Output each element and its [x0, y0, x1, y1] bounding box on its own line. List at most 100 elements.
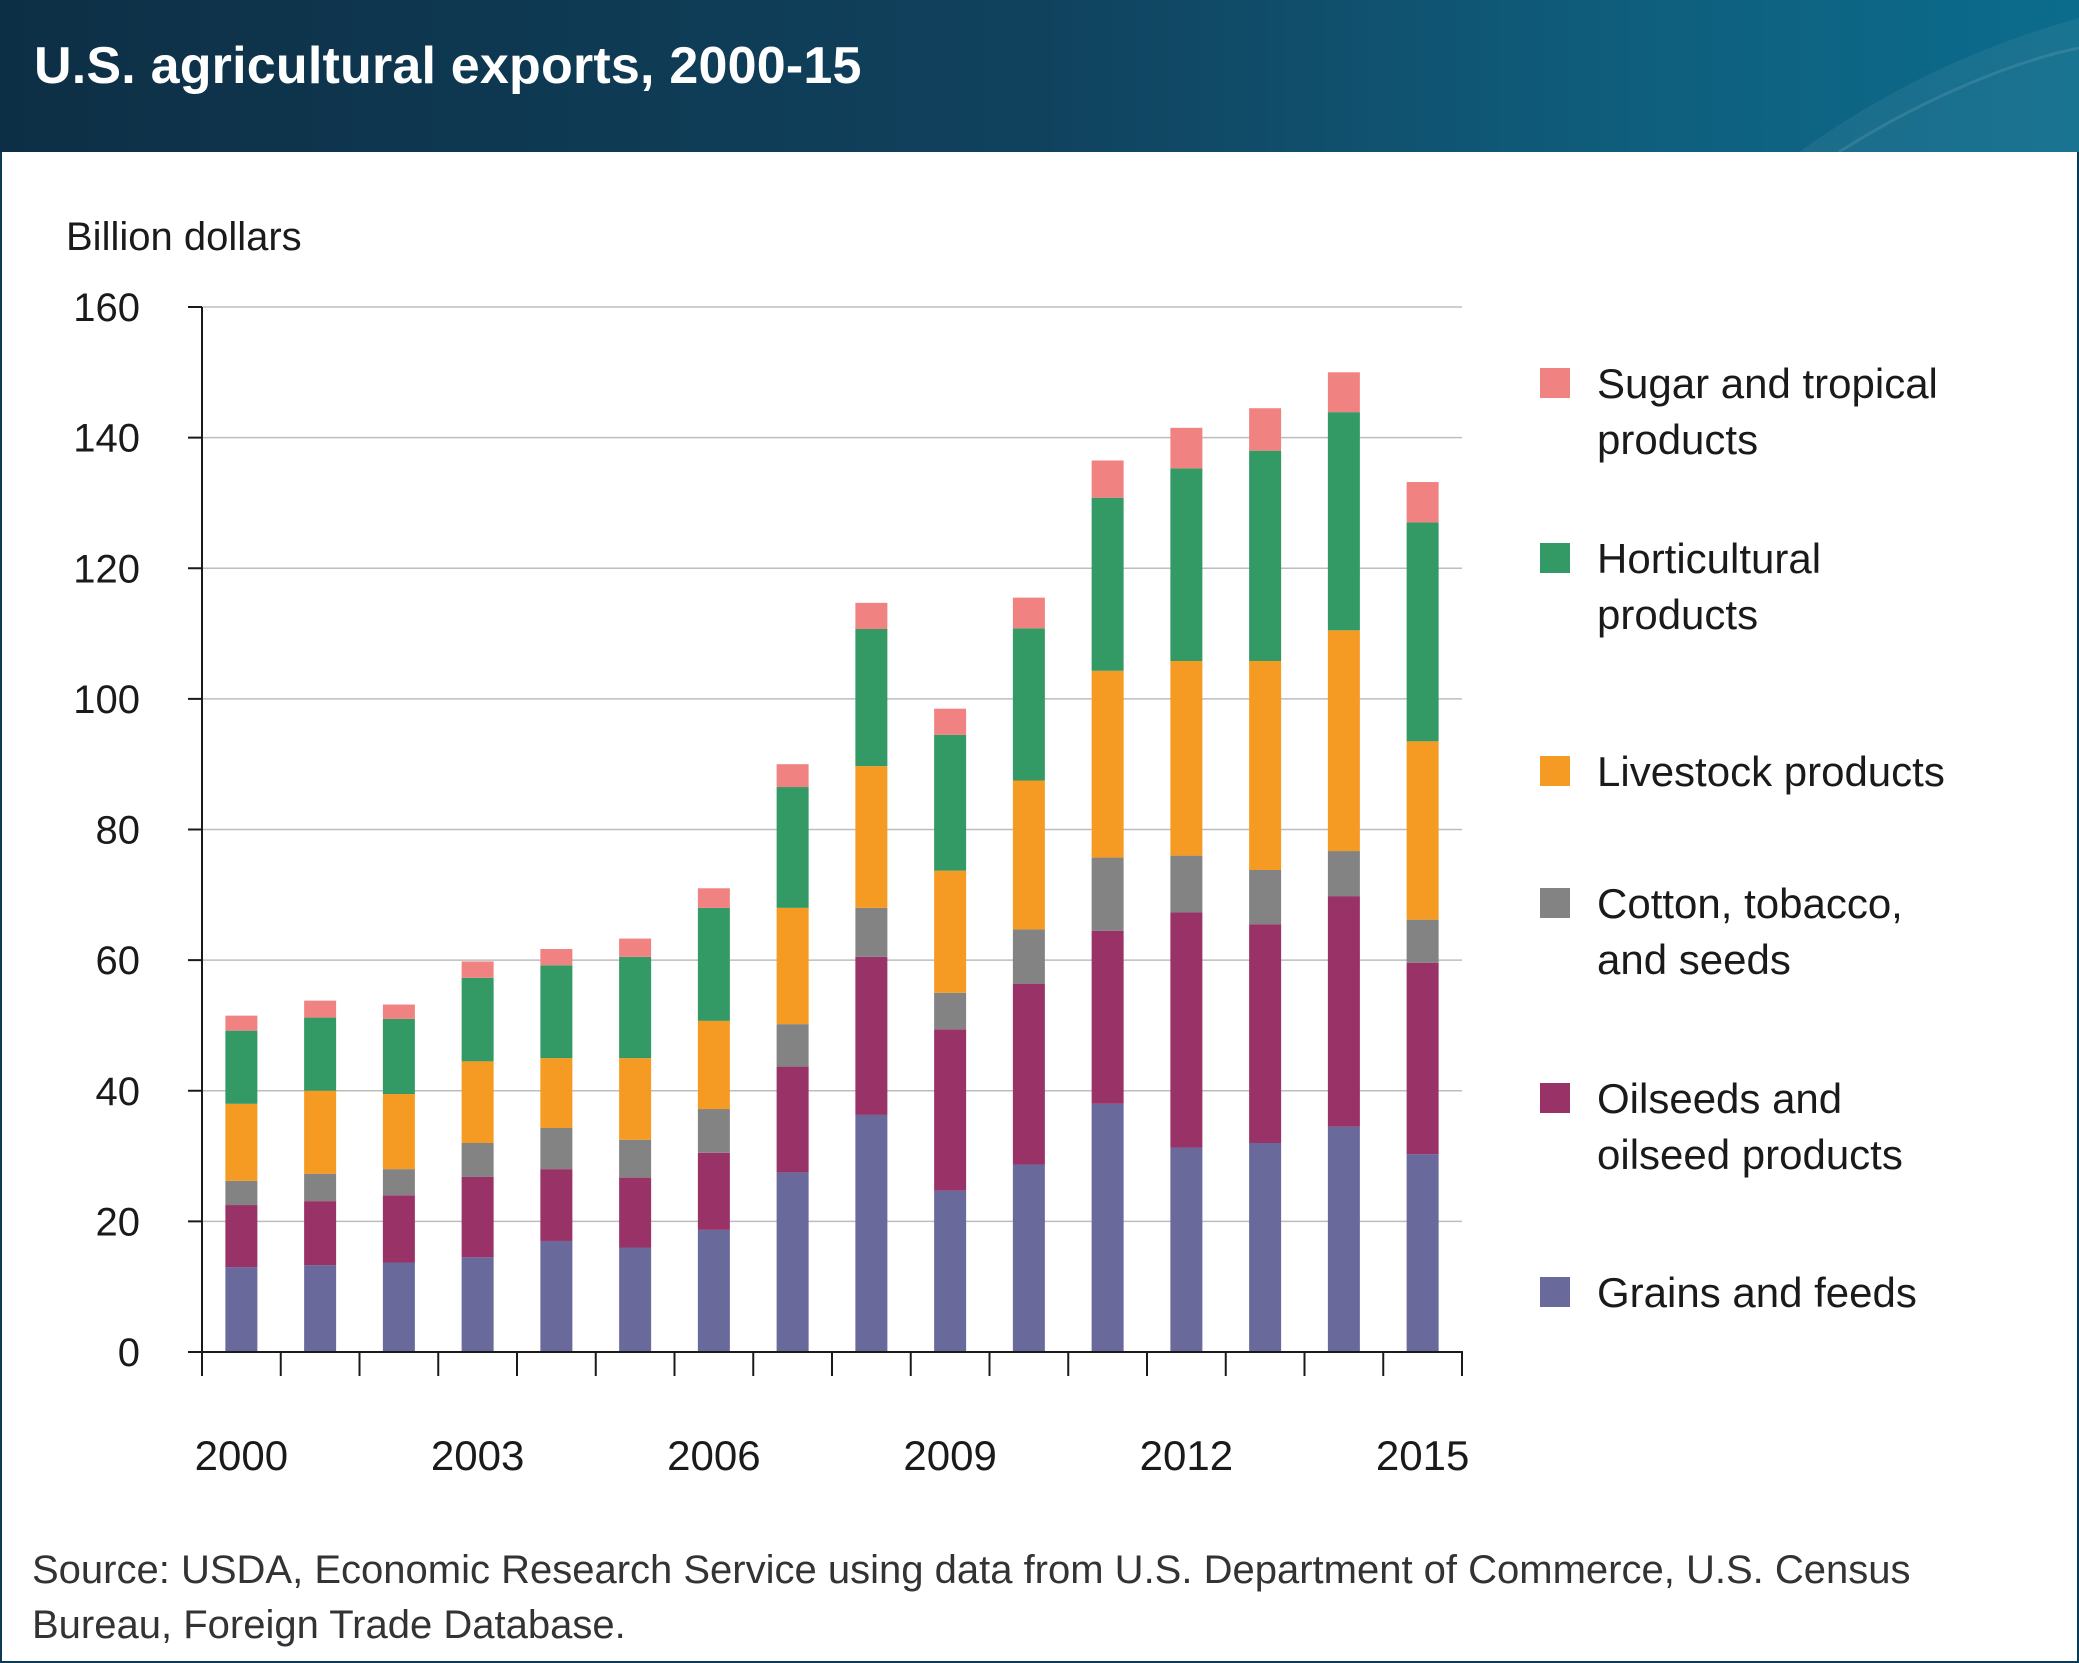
bar-segment-2009-0	[934, 1190, 967, 1352]
bar-segment-2015-1	[1406, 962, 1439, 1155]
bar-segment-2011-1	[1091, 930, 1124, 1104]
y-tick-label: 100	[73, 678, 140, 722]
y-tick-label: 160	[73, 286, 140, 330]
bar-segment-2010-5	[1012, 597, 1045, 629]
bar-segment-2007-2	[776, 1024, 809, 1067]
bar-segment-2012-1	[1170, 912, 1203, 1148]
bar-segment-2015-2	[1406, 919, 1439, 963]
bar-segment-2000-3	[225, 1103, 258, 1181]
bar-segment-2013-0	[1249, 1143, 1282, 1352]
bar-segment-2004-0	[540, 1240, 573, 1352]
bar-segment-2005-3	[619, 1058, 652, 1140]
bar-segment-2014-5	[1327, 372, 1360, 413]
bar-segment-2014-0	[1327, 1126, 1360, 1352]
bar-segment-2012-3	[1170, 660, 1203, 856]
y-tick-label: 120	[73, 547, 140, 591]
bar-segment-2015-0	[1406, 1154, 1439, 1352]
bar-segment-2009-1	[934, 1029, 967, 1191]
bar-segment-2000-0	[225, 1267, 258, 1352]
bar-segment-2011-0	[1091, 1103, 1124, 1352]
bar-segment-2004-3	[540, 1058, 573, 1128]
legend-label: and seeds	[1597, 936, 1791, 983]
legend-label: products	[1597, 591, 1758, 638]
x-tick-label: 2015	[1376, 1432, 1469, 1479]
legend-label: Livestock products	[1597, 748, 1945, 795]
bar-segment-2012-5	[1170, 427, 1203, 469]
bar-segment-2013-5	[1249, 408, 1282, 451]
y-tick-label: 80	[96, 809, 141, 853]
bar-segment-2005-4	[619, 956, 652, 1059]
bar-segment-2015-3	[1406, 741, 1439, 920]
bar-segment-2012-4	[1170, 468, 1203, 661]
legend-label: products	[1597, 416, 1758, 463]
bar-segment-2004-2	[540, 1127, 573, 1170]
bar-segment-2006-1	[697, 1152, 730, 1230]
bar-segment-2002-2	[382, 1169, 415, 1196]
y-tick-label: 40	[96, 1070, 141, 1114]
bar-segment-2015-5	[1406, 482, 1439, 523]
bar-segment-2013-1	[1249, 924, 1282, 1143]
bar-segment-2009-3	[934, 870, 967, 993]
bar-segment-2003-1	[461, 1176, 494, 1258]
bar-segment-2010-1	[1012, 983, 1045, 1165]
legend-label: Horticultural	[1597, 535, 1821, 582]
bar-segment-2004-5	[540, 949, 573, 966]
bar-segment-2007-4	[776, 787, 809, 908]
bar-segment-2001-4	[304, 1017, 337, 1091]
bar-segment-2002-3	[382, 1094, 415, 1170]
banner-swoosh-decoration	[1799, 18, 2079, 152]
bar-segment-2011-4	[1091, 497, 1124, 671]
legend-swatch	[1540, 756, 1570, 786]
x-tick-label: 2003	[431, 1432, 524, 1479]
bar-segment-2013-2	[1249, 869, 1282, 925]
bar-segment-2002-4	[382, 1018, 415, 1095]
bar-segment-2014-4	[1327, 412, 1360, 631]
bar-segment-2000-2	[225, 1180, 258, 1206]
bar-segment-2002-5	[382, 1004, 415, 1019]
bar-segment-2014-2	[1327, 851, 1360, 897]
bar-segment-2003-5	[461, 961, 494, 978]
bar-segment-2008-5	[855, 602, 888, 629]
bar-segment-2007-1	[776, 1066, 809, 1173]
bar-segment-2003-0	[461, 1257, 494, 1352]
bar-segment-2015-4	[1406, 522, 1439, 742]
bar-segment-2006-5	[697, 888, 730, 908]
bar-segment-2000-5	[225, 1015, 258, 1031]
source-note: Source: USDA, Economic Research Service …	[32, 1548, 1911, 1647]
y-tick-label: 140	[73, 417, 140, 461]
legend-swatch	[1540, 1277, 1570, 1307]
legend-label: Sugar and tropical	[1597, 360, 1938, 407]
y-tick-label: 20	[96, 1200, 141, 1244]
bar-segment-2005-1	[619, 1177, 652, 1248]
x-tick-label: 2000	[195, 1432, 288, 1479]
bar-segment-2008-3	[855, 766, 888, 908]
bar-segment-2004-1	[540, 1169, 573, 1241]
bar-segment-2003-4	[461, 977, 494, 1062]
stacked-bar-chart: Billion dollars 0 20 40 60 80 100 120 140 160 2000…	[66, 215, 1945, 1479]
chart-title: U.S. agricultural exports, 2000-15	[34, 37, 862, 95]
bar-segment-2008-4	[855, 628, 888, 767]
bar-segment-2005-5	[619, 938, 652, 957]
bar-segment-2001-1	[304, 1201, 337, 1266]
bar-segment-2011-5	[1091, 460, 1124, 498]
y-tick-label: 60	[96, 939, 141, 983]
legend-swatch	[1540, 1083, 1570, 1113]
bar-segment-2010-4	[1012, 628, 1045, 781]
bar-segment-2011-3	[1091, 670, 1124, 858]
bar-segment-2008-1	[855, 956, 888, 1115]
bar-segment-2003-2	[461, 1143, 494, 1177]
chart-frame	[0, 152, 2079, 1663]
bar-segment-2013-4	[1249, 450, 1282, 661]
bar-segment-2007-5	[776, 764, 809, 788]
legend-label: Cotton, tobacco,	[1597, 880, 1903, 927]
legend-swatch	[1540, 888, 1570, 918]
bar-segment-2008-2	[855, 907, 888, 957]
bar-segment-2001-0	[304, 1265, 337, 1352]
bar-segment-2012-2	[1170, 855, 1203, 913]
bar-segment-2001-2	[304, 1173, 337, 1202]
bar-segment-2010-3	[1012, 780, 1045, 930]
bar-segment-2009-2	[934, 992, 967, 1030]
bar-segment-2002-0	[382, 1262, 415, 1352]
bar-segment-2005-0	[619, 1247, 652, 1352]
bar-segment-2011-2	[1091, 857, 1124, 931]
